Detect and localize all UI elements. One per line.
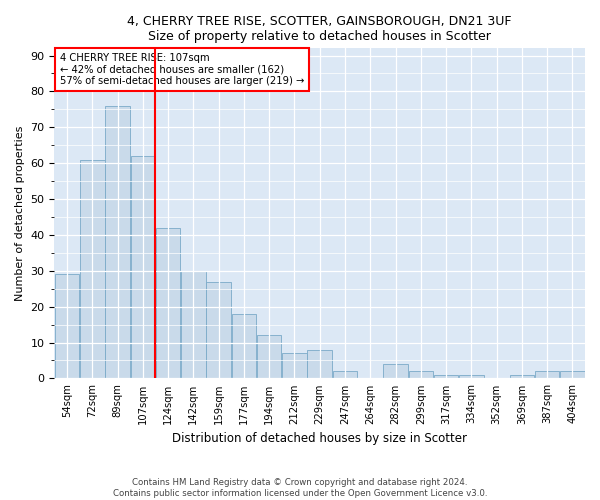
Bar [181,271,206,378]
Bar [282,354,307,378]
Bar [257,336,281,378]
Text: Contains HM Land Registry data © Crown copyright and database right 2024.
Contai: Contains HM Land Registry data © Crown c… [113,478,487,498]
Bar [80,160,104,378]
Bar [206,282,231,378]
Bar [459,375,484,378]
Bar [409,372,433,378]
Bar [434,375,458,378]
Bar [383,364,408,378]
Y-axis label: Number of detached properties: Number of detached properties [15,126,25,301]
Bar [333,372,357,378]
Bar [131,156,155,378]
Text: 4 CHERRY TREE RISE: 107sqm
← 42% of detached houses are smaller (162)
57% of sem: 4 CHERRY TREE RISE: 107sqm ← 42% of deta… [60,54,304,86]
Bar [509,375,534,378]
Bar [307,350,332,378]
Bar [535,372,559,378]
Bar [156,228,181,378]
X-axis label: Distribution of detached houses by size in Scotter: Distribution of detached houses by size … [172,432,467,445]
Title: 4, CHERRY TREE RISE, SCOTTER, GAINSBOROUGH, DN21 3UF
Size of property relative t: 4, CHERRY TREE RISE, SCOTTER, GAINSBOROU… [127,15,512,43]
Bar [106,106,130,378]
Bar [232,314,256,378]
Bar [560,372,584,378]
Bar [55,274,79,378]
